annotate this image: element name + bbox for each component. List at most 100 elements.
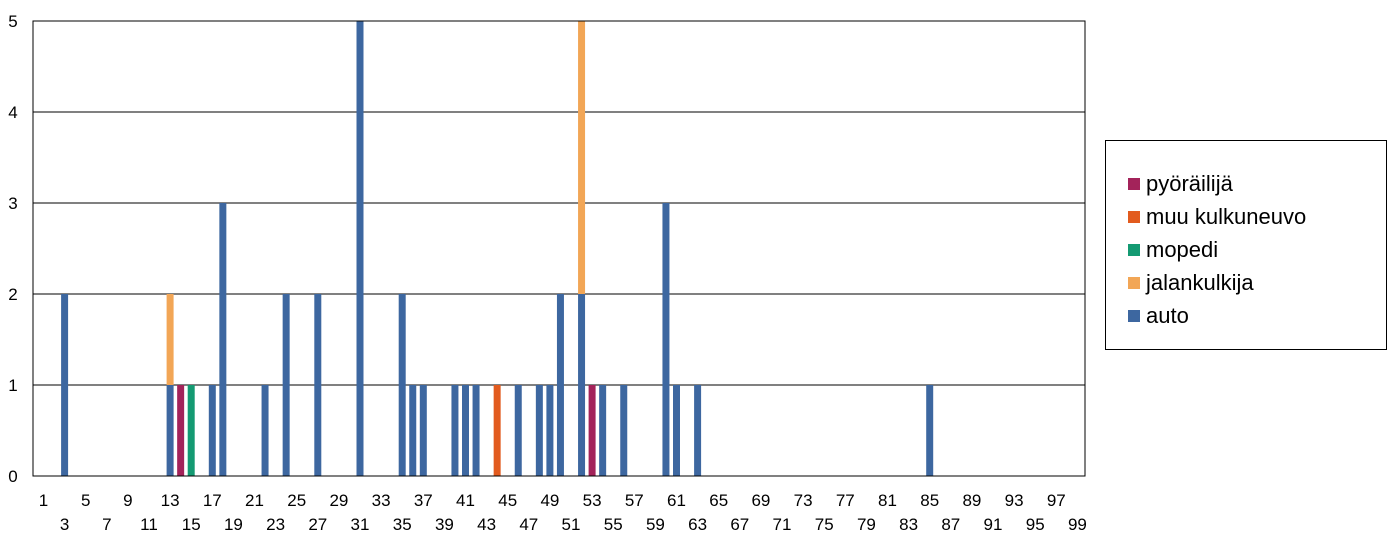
bar-auto-35 bbox=[398, 294, 406, 476]
x-tick-label: 7 bbox=[102, 515, 111, 534]
y-tick-label: 2 bbox=[8, 285, 17, 304]
x-tick-label: 35 bbox=[393, 515, 412, 534]
legend-label: muu kulkuneuvo bbox=[1146, 203, 1307, 229]
x-tick-label: 25 bbox=[287, 491, 306, 510]
bar-auto-46 bbox=[514, 385, 522, 476]
y-tick-label: 3 bbox=[8, 194, 17, 213]
legend-item: auto bbox=[1128, 299, 1386, 332]
x-tick-label: 81 bbox=[878, 491, 897, 510]
bar-pyöräilijä-53 bbox=[588, 385, 596, 476]
legend-swatch bbox=[1128, 276, 1140, 289]
bar-jalankulkija-52 bbox=[578, 21, 586, 294]
x-tick-label: 15 bbox=[182, 515, 201, 534]
x-tick-label: 73 bbox=[794, 491, 813, 510]
x-tick-label: 91 bbox=[984, 515, 1003, 534]
legend-label: pyöräilijä bbox=[1146, 170, 1233, 196]
bar-auto-60 bbox=[662, 203, 670, 476]
legend-label: mopedi bbox=[1146, 236, 1219, 262]
x-tick-label: 95 bbox=[1026, 515, 1045, 534]
bar-auto-50 bbox=[556, 294, 564, 476]
legend-swatch bbox=[1128, 243, 1140, 256]
x-tick-label: 69 bbox=[751, 491, 770, 510]
bar-auto-61 bbox=[673, 385, 680, 476]
x-tick-label: 71 bbox=[773, 515, 792, 534]
bar-auto-36 bbox=[409, 385, 417, 476]
legend-swatch bbox=[1128, 177, 1140, 190]
bar-auto-3 bbox=[61, 294, 69, 476]
legend-label: auto bbox=[1146, 302, 1189, 328]
y-tick-label: 5 bbox=[8, 12, 17, 31]
bar-jalankulkija-13 bbox=[166, 294, 174, 385]
x-tick-labels: 1 5 9 13 17 21 25 29 33 37 41 45 49 53 57 61 65 69 73 77 81 8… bbox=[39, 491, 1087, 534]
bar-auto-18 bbox=[219, 203, 227, 476]
x-tick-label: 89 bbox=[962, 491, 981, 510]
x-tick-label: 11 bbox=[140, 515, 158, 534]
bars bbox=[61, 21, 934, 476]
x-tick-label: 85 bbox=[920, 491, 939, 510]
bar-pyöräilijä-14 bbox=[177, 385, 185, 476]
bar-auto-13 bbox=[166, 385, 174, 476]
bar-auto-22 bbox=[261, 385, 269, 476]
x-tick-label: 49 bbox=[540, 491, 559, 510]
y-tick-labels: 0 1 2 3 4 5 bbox=[8, 12, 17, 486]
bar-auto-27 bbox=[314, 294, 322, 476]
x-tick-label: 3 bbox=[60, 515, 69, 534]
bar-auto-17 bbox=[208, 385, 216, 476]
x-tick-label: 29 bbox=[329, 491, 348, 510]
x-tick-label: 21 bbox=[245, 491, 264, 510]
bar-mopedi-15 bbox=[187, 385, 195, 476]
bar-auto-42 bbox=[472, 385, 480, 476]
x-tick-label: 45 bbox=[498, 491, 517, 510]
bar-auto-37 bbox=[419, 385, 427, 476]
y-tick-label: 1 bbox=[8, 376, 17, 395]
x-tick-label: 59 bbox=[646, 515, 665, 534]
x-tick-label: 65 bbox=[709, 491, 728, 510]
x-tick-label: 83 bbox=[899, 515, 918, 534]
legend-item: mopedi bbox=[1128, 233, 1386, 266]
x-tick-label: 53 bbox=[583, 491, 602, 510]
legend-item: pyöräilijä bbox=[1128, 167, 1386, 200]
bar-auto-85 bbox=[926, 385, 934, 476]
plot-border bbox=[32, 20, 1086, 477]
x-tick-label: 97 bbox=[1047, 491, 1066, 510]
x-tick-label: 33 bbox=[372, 491, 391, 510]
bar-auto-41 bbox=[462, 385, 469, 476]
x-tick-label: 75 bbox=[815, 515, 834, 534]
legend-swatch bbox=[1128, 210, 1140, 223]
x-tick-label: 27 bbox=[308, 515, 327, 534]
x-tick-label: 41 bbox=[456, 491, 475, 510]
bar-auto-40 bbox=[451, 385, 459, 476]
y-tick-label: 4 bbox=[8, 103, 17, 122]
x-tick-label: 99 bbox=[1068, 515, 1087, 534]
x-tick-label: 5 bbox=[81, 491, 90, 510]
legend-label: jalankulkija bbox=[1146, 269, 1254, 295]
bar-auto-24 bbox=[282, 294, 290, 476]
x-tick-label: 61 bbox=[667, 491, 686, 510]
x-tick-label: 1 bbox=[39, 491, 48, 510]
legend-swatch bbox=[1128, 309, 1140, 322]
bar-auto-54 bbox=[599, 385, 607, 476]
x-tick-label: 77 bbox=[836, 491, 855, 510]
x-tick-label: 79 bbox=[857, 515, 876, 534]
bar-muu-kulkuneuvo-44 bbox=[493, 385, 501, 476]
y-tick-label: 0 bbox=[8, 467, 17, 486]
x-tick-label: 51 bbox=[562, 515, 581, 534]
x-tick-label: 55 bbox=[604, 515, 623, 534]
x-tick-label: 23 bbox=[266, 515, 285, 534]
x-tick-label: 87 bbox=[941, 515, 960, 534]
bar-auto-31 bbox=[356, 21, 364, 476]
legend-item: jalankulkija bbox=[1128, 266, 1386, 299]
bar-auto-56 bbox=[620, 385, 628, 476]
x-tick-label: 37 bbox=[414, 491, 433, 510]
x-tick-label: 67 bbox=[730, 515, 749, 534]
x-tick-label: 93 bbox=[1005, 491, 1024, 510]
x-tick-label: 57 bbox=[625, 491, 644, 510]
x-tick-label: 19 bbox=[224, 515, 243, 534]
x-tick-label: 43 bbox=[477, 515, 496, 534]
x-tick-label: 9 bbox=[123, 491, 132, 510]
x-tick-label: 47 bbox=[519, 515, 538, 534]
legend-item: muu kulkuneuvo bbox=[1128, 200, 1386, 233]
x-tick-label: 17 bbox=[203, 491, 222, 510]
legend: pyöräilijä muu kulkuneuvo mopedi jalankulki… bbox=[1105, 140, 1387, 350]
